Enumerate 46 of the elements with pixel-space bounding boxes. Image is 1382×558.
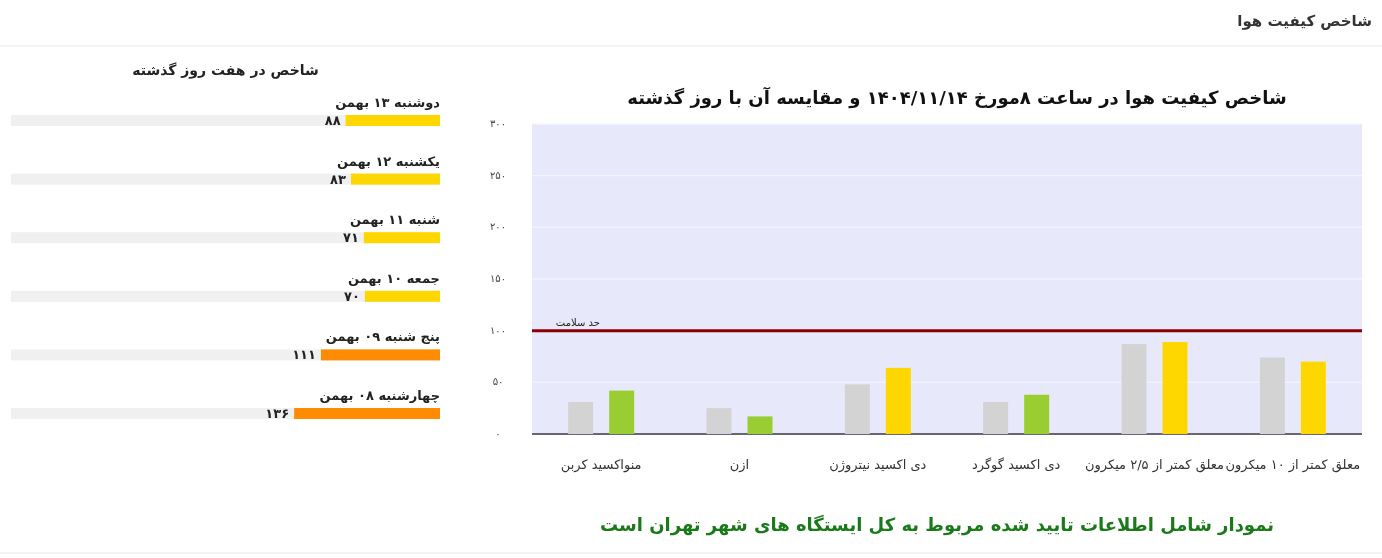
data-label: ۸۸ <box>324 113 341 128</box>
data-label: ۷۱ <box>342 230 359 246</box>
bar <box>1024 394 1050 434</box>
y-tick-label: ۲۵۰ <box>489 169 507 181</box>
y-tick-label: ۱۰۰ <box>489 324 507 336</box>
bar <box>350 173 440 185</box>
bar <box>747 416 773 434</box>
data-label: ۱۱۱ <box>292 347 316 363</box>
y-tick-label: پنج شنبه ۰۹ بهمن <box>325 329 440 345</box>
x-tick-label: ازن <box>729 457 750 473</box>
chart-title: شاخص در هفت روز گذشته <box>132 62 319 79</box>
text: شاخص کیفیت هوا <box>1237 12 1372 30</box>
bar <box>1300 361 1326 434</box>
y-tick-label: جمعه ۱۰ بهمن <box>347 270 440 286</box>
bar <box>1162 342 1188 434</box>
y-tick-label: ۰ <box>495 428 501 439</box>
y-tick-label: یکشنبه ۱۲ بهمن <box>337 153 440 169</box>
data-label: ۱۳۶ <box>265 406 290 421</box>
x-tick-label: معلق کمتر از ۲/۵ میکرون <box>1084 457 1225 473</box>
bar <box>983 401 1009 434</box>
bar <box>363 232 440 244</box>
x-tick-label: دی اکسید گوگرد <box>971 457 1061 473</box>
x-tick-label: دی اکسید نیتروژن <box>829 457 927 473</box>
bar <box>1259 357 1285 434</box>
bar <box>345 115 440 126</box>
bar <box>364 290 440 302</box>
y-tick-label: ۱۵۰ <box>489 273 507 284</box>
bar <box>609 390 635 434</box>
bar <box>568 401 594 434</box>
y-tick-label: شنبه ۱۱ بهمن <box>349 212 440 228</box>
bar <box>885 367 911 434</box>
bar <box>844 384 870 434</box>
y-tick-label: ۳۰۰ <box>489 118 507 129</box>
y-tick-label: ۵۰ <box>492 376 504 388</box>
y-tick-label: ۲۰۰ <box>489 221 507 233</box>
bar <box>1121 344 1147 434</box>
x-tick-label: معلق کمتر از ۱۰ میکرون <box>1225 457 1361 473</box>
y-tick-label: دوشنبه ۱۳ بهمن <box>335 95 441 110</box>
text: نمودار شامل اطلاعات تایید شده مربوط به کل ایستگاه های شهر تهران است <box>600 514 1274 536</box>
data-label: ۸۳ <box>330 171 347 187</box>
bar <box>706 408 732 434</box>
x-tick-label: منواکسید کربن <box>560 457 642 473</box>
data-label: ۷۰ <box>344 288 360 304</box>
y-tick-label: چهارشنبه ۰۸ بهمن <box>319 388 440 403</box>
chart-title: شاخص کیفیت هوا در ساعت ۸مورخ ۱۴۰۴/۱۱/۱۴ و مقایسه آن با روز گذشته <box>627 86 1287 109</box>
ref-line-label: حد سلامت <box>555 316 600 328</box>
